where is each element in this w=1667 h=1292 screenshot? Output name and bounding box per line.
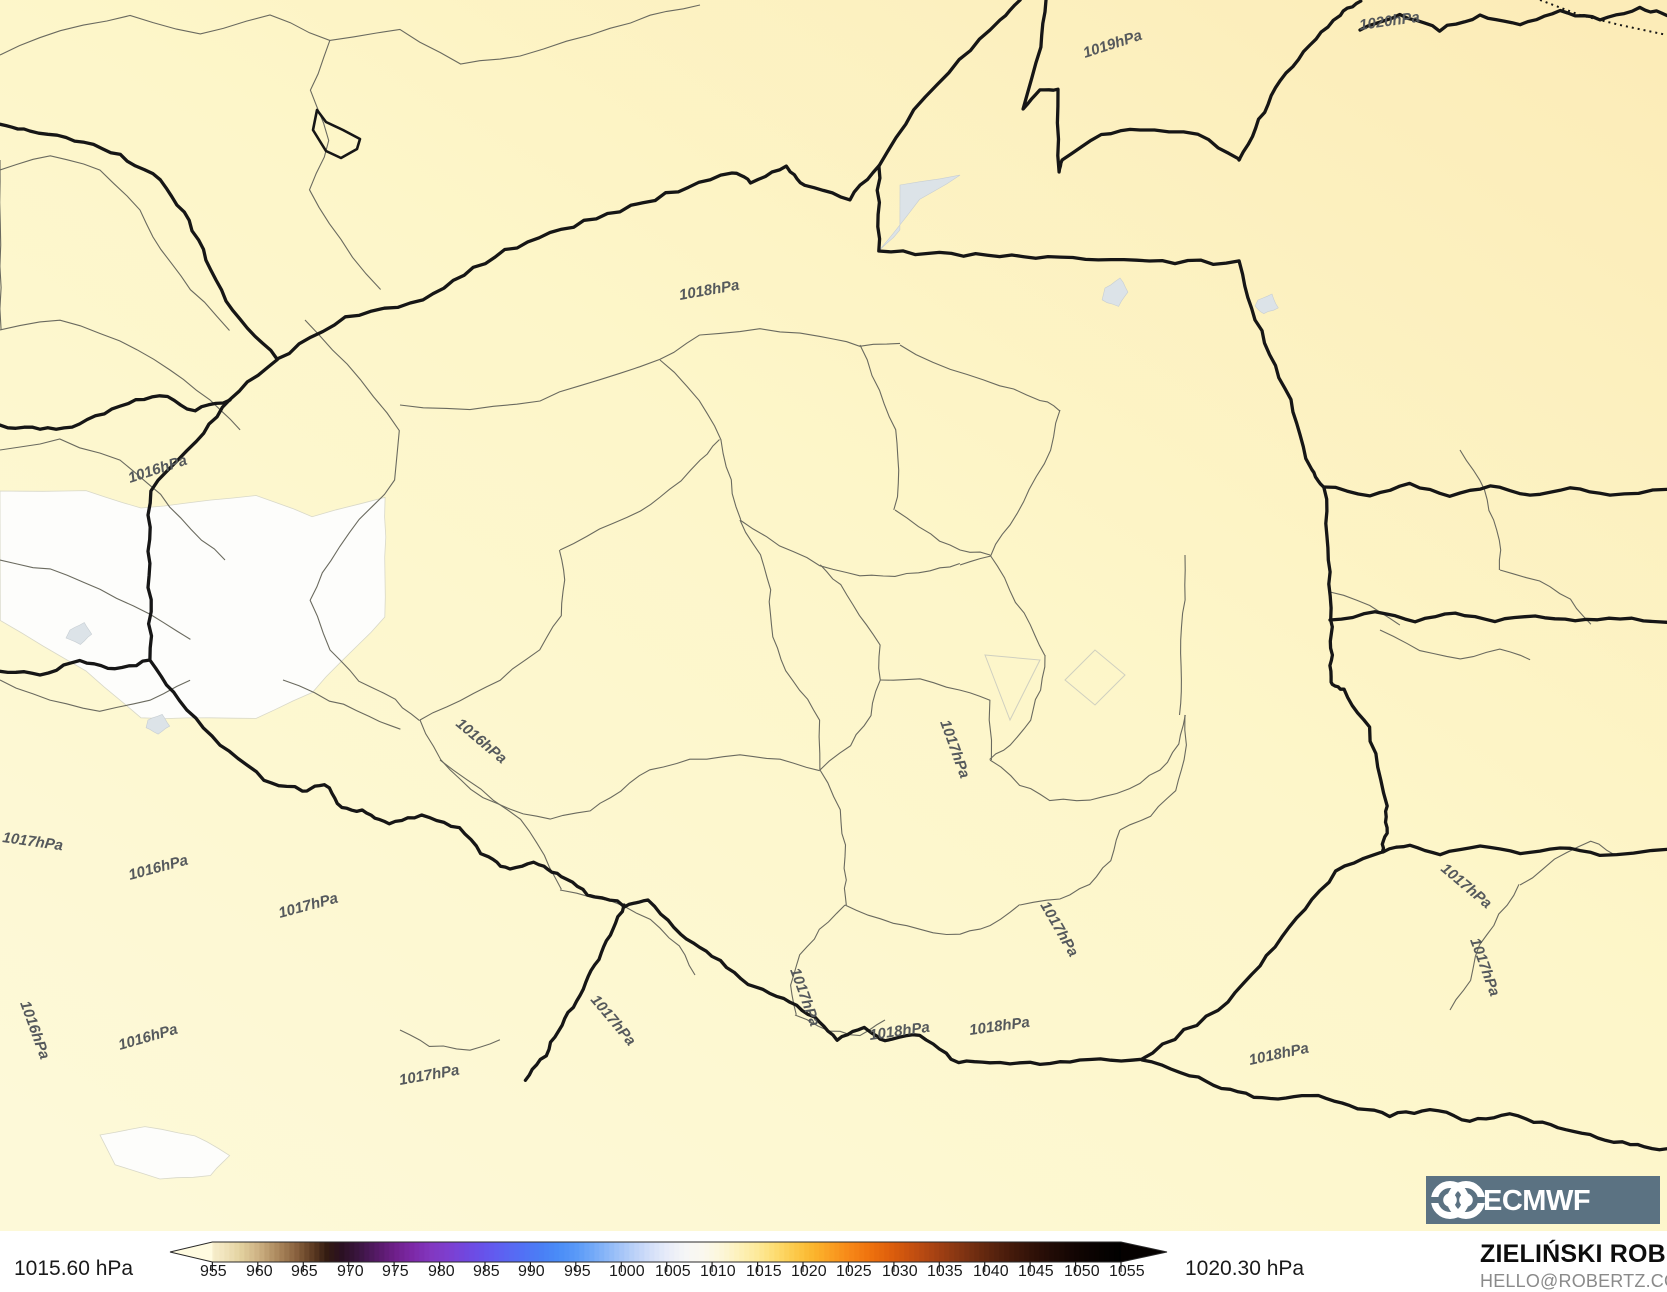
svg-text:ECMWF: ECMWF <box>1483 1185 1590 1217</box>
